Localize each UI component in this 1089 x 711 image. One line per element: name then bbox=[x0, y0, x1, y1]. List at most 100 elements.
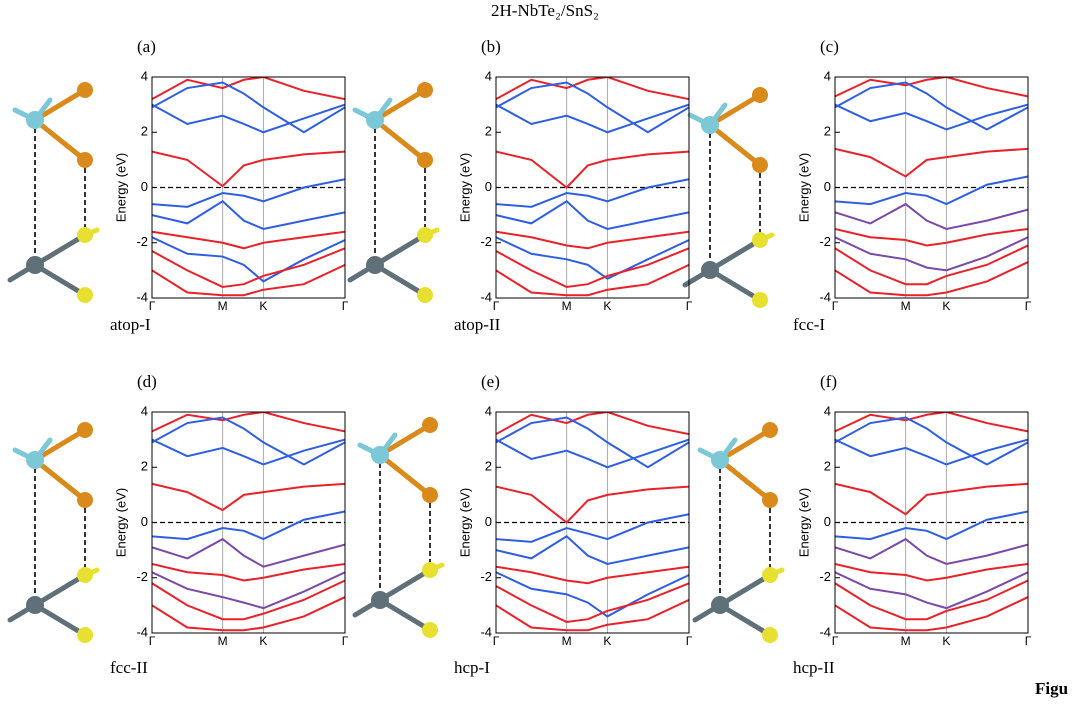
band-line bbox=[152, 263, 345, 297]
band-line bbox=[835, 244, 1028, 286]
y-tick-label: 0 bbox=[141, 514, 148, 529]
band-line bbox=[496, 263, 689, 297]
band-line bbox=[496, 582, 689, 623]
band-line bbox=[152, 230, 345, 250]
y-tick-label: 4 bbox=[485, 403, 492, 418]
y-axis-label: Energy (eV) bbox=[113, 488, 128, 557]
band-line bbox=[152, 438, 345, 466]
band-line bbox=[835, 438, 1028, 466]
structure-caption: hcp-I bbox=[454, 658, 490, 677]
y-tick-label: 0 bbox=[824, 514, 831, 529]
band-line bbox=[496, 513, 689, 543]
y-axis-label: Energy (eV) bbox=[796, 153, 811, 222]
band-line bbox=[835, 236, 1028, 272]
y-axis-label: Energy (eV) bbox=[796, 488, 811, 557]
y-tick-label: -2 bbox=[819, 234, 831, 249]
band-line bbox=[152, 482, 345, 512]
band-line bbox=[496, 236, 689, 280]
band-line bbox=[152, 178, 345, 208]
band-line bbox=[835, 261, 1028, 297]
y-tick-label: 2 bbox=[141, 459, 148, 474]
band-line bbox=[496, 103, 689, 134]
x-tick-label: M bbox=[562, 634, 572, 648]
band-line bbox=[835, 482, 1028, 516]
y-axis-label: Energy (eV) bbox=[457, 488, 472, 557]
y-tick-label: 4 bbox=[141, 68, 148, 83]
band-line bbox=[835, 202, 1028, 230]
band-line bbox=[152, 81, 345, 134]
band-line bbox=[152, 247, 345, 288]
structure-caption: hcp-II bbox=[793, 658, 835, 677]
x-tick-label: Γ bbox=[686, 299, 693, 313]
x-tick-label: Γ bbox=[493, 634, 500, 648]
x-tick-label: M bbox=[901, 634, 911, 648]
y-tick-label: 2 bbox=[824, 124, 831, 139]
band-line bbox=[496, 438, 689, 469]
bands bbox=[152, 77, 345, 297]
panel-label: (c) bbox=[820, 37, 839, 56]
plot-frame bbox=[495, 76, 690, 299]
band-line bbox=[835, 510, 1028, 541]
band-line bbox=[835, 537, 1028, 565]
structure-caption: fcc-II bbox=[110, 658, 148, 677]
band-line bbox=[835, 596, 1028, 632]
structure bbox=[10, 82, 97, 303]
band-line bbox=[496, 200, 689, 230]
panel-label: (d) bbox=[137, 372, 157, 391]
plot-frame bbox=[495, 411, 690, 634]
y-tick-label: -4 bbox=[480, 289, 492, 304]
caption-fragment: Figu bbox=[1035, 679, 1068, 698]
band-line bbox=[835, 562, 1028, 582]
y-tick-label: 4 bbox=[824, 403, 831, 418]
panel-label: (b) bbox=[481, 37, 501, 56]
structure-caption: fcc-I bbox=[793, 315, 825, 334]
band-line bbox=[496, 535, 689, 565]
bands bbox=[496, 412, 689, 632]
structure bbox=[10, 422, 97, 643]
band-line bbox=[152, 412, 345, 433]
band-line bbox=[835, 147, 1028, 178]
figure-title: 2H-NbTe₂/SnS₂ bbox=[491, 1, 599, 20]
structure-caption: atop-I bbox=[110, 315, 151, 334]
bands bbox=[835, 77, 1028, 297]
band-line bbox=[835, 103, 1028, 131]
band-line bbox=[496, 77, 689, 101]
band-line bbox=[496, 571, 689, 618]
y-tick-label: -2 bbox=[819, 569, 831, 584]
band-line bbox=[152, 579, 345, 621]
x-tick-label: Γ bbox=[149, 634, 156, 648]
x-tick-label: Γ bbox=[493, 299, 500, 313]
panel-label: (e) bbox=[481, 372, 500, 391]
x-tick-label: M bbox=[218, 634, 228, 648]
x-tick-label: Γ bbox=[342, 634, 349, 648]
band-line bbox=[152, 150, 345, 188]
y-tick-label: 0 bbox=[141, 179, 148, 194]
band-line bbox=[835, 175, 1028, 206]
band-line bbox=[152, 510, 345, 541]
band-line bbox=[835, 227, 1028, 247]
band-line bbox=[496, 598, 689, 632]
x-tick-label: Γ bbox=[1025, 299, 1032, 313]
band-line bbox=[835, 81, 1028, 131]
y-tick-label: 2 bbox=[485, 459, 492, 474]
band-line bbox=[152, 236, 345, 283]
x-tick-label: K bbox=[603, 299, 611, 313]
x-tick-label: Γ bbox=[342, 299, 349, 313]
y-tick-label: -4 bbox=[480, 624, 492, 639]
x-tick-label: M bbox=[901, 299, 911, 313]
structure-caption: atop-II bbox=[454, 315, 501, 334]
y-tick-label: -2 bbox=[480, 234, 492, 249]
band-line bbox=[152, 200, 345, 230]
band-line bbox=[835, 412, 1028, 433]
x-tick-label: M bbox=[562, 299, 572, 313]
band-line bbox=[496, 178, 689, 208]
band-line bbox=[835, 77, 1028, 98]
plot-frame bbox=[151, 76, 346, 299]
bands bbox=[152, 412, 345, 632]
x-tick-label: Γ bbox=[832, 299, 839, 313]
x-tick-label: K bbox=[942, 634, 950, 648]
y-tick-label: -2 bbox=[480, 569, 492, 584]
x-tick-label: Γ bbox=[832, 634, 839, 648]
band-line bbox=[496, 230, 689, 250]
x-tick-label: K bbox=[942, 299, 950, 313]
